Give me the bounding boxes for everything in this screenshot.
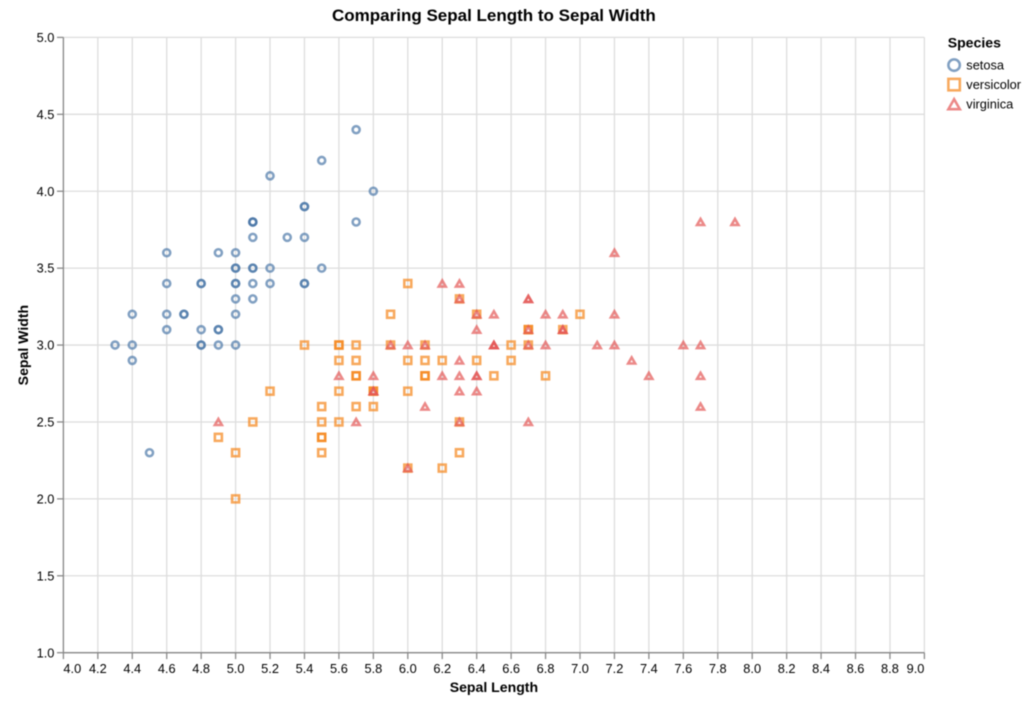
svg-text:8.2: 8.2 [778,661,796,676]
svg-text:Comparing Sepal Length to Sepa: Comparing Sepal Length to Sepal Width [332,6,656,25]
svg-text:5.8: 5.8 [364,661,382,676]
svg-text:virginica: virginica [966,97,1014,112]
svg-text:5.4: 5.4 [296,661,314,676]
svg-text:5.0: 5.0 [227,661,245,676]
svg-text:4.8: 4.8 [192,661,210,676]
svg-text:7.0: 7.0 [571,661,589,676]
svg-text:4.0: 4.0 [37,184,55,199]
svg-text:2.0: 2.0 [37,491,55,506]
svg-text:1.0: 1.0 [37,645,55,660]
svg-text:7.6: 7.6 [674,661,692,676]
svg-text:3.0: 3.0 [37,338,55,353]
svg-text:8.4: 8.4 [812,661,830,676]
svg-text:6.6: 6.6 [502,661,520,676]
svg-text:6.0: 6.0 [399,661,417,676]
svg-text:9.0: 9.0 [907,661,925,676]
svg-text:8.8: 8.8 [881,661,899,676]
svg-text:5.6: 5.6 [330,661,348,676]
svg-text:Sepal Width: Sepal Width [15,305,31,385]
svg-text:5.0: 5.0 [37,30,55,45]
svg-text:2.5: 2.5 [37,415,55,430]
svg-text:1.5: 1.5 [37,568,55,583]
svg-text:setosa: setosa [966,58,1005,73]
svg-text:4.6: 4.6 [158,661,176,676]
svg-text:6.4: 6.4 [468,661,486,676]
svg-text:6.2: 6.2 [433,661,451,676]
svg-text:3.5: 3.5 [37,261,55,276]
svg-text:7.4: 7.4 [640,661,658,676]
svg-text:4.0: 4.0 [63,661,81,676]
svg-text:7.2: 7.2 [606,661,624,676]
svg-text:5.2: 5.2 [261,661,279,676]
svg-text:4.2: 4.2 [89,661,107,676]
svg-text:Sepal Length: Sepal Length [450,679,538,695]
svg-text:versicolor: versicolor [966,77,1021,92]
svg-text:6.8: 6.8 [537,661,555,676]
svg-text:8.6: 8.6 [847,661,865,676]
svg-text:4.4: 4.4 [123,661,141,676]
svg-text:4.5: 4.5 [37,107,55,122]
svg-text:7.8: 7.8 [709,661,727,676]
svg-text:8.0: 8.0 [743,661,761,676]
svg-text:Species: Species [948,34,1001,50]
